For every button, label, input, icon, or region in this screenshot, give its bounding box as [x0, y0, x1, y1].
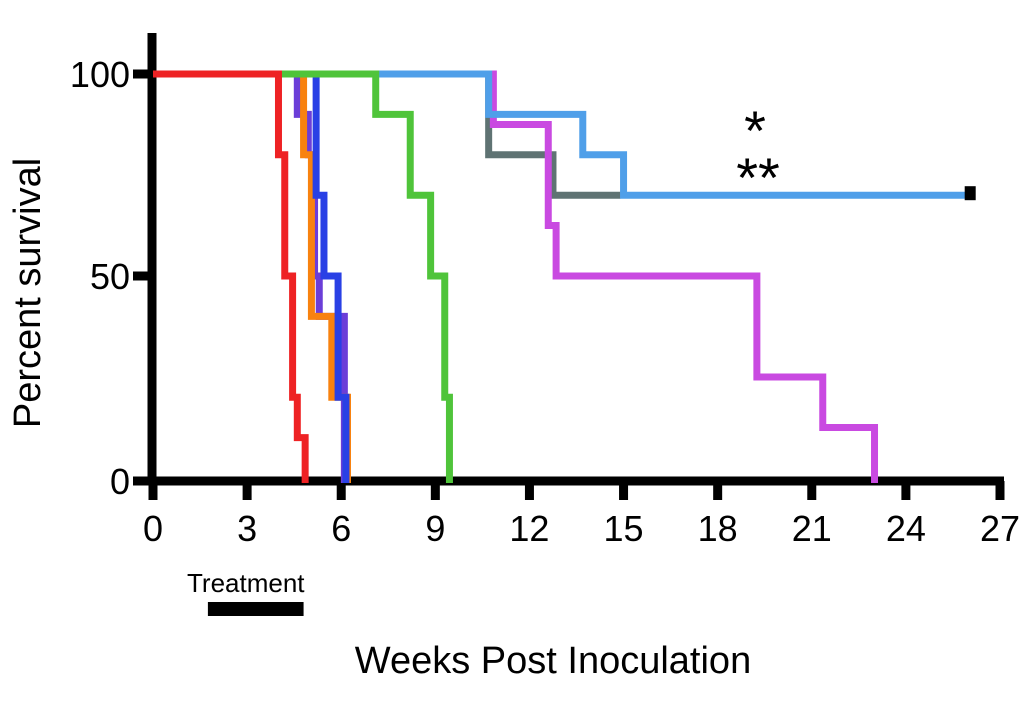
series-line-blue-group	[153, 70, 350, 483]
x-tick-label: 21	[792, 508, 832, 549]
y-axis-title: Percent survival	[7, 158, 49, 428]
x-tick-label: 24	[886, 508, 926, 549]
treatment-label: Treatment	[187, 568, 305, 598]
y-tick-label: 100	[70, 54, 130, 95]
treatment-bar	[207, 602, 304, 616]
censor-tick-skyblue-group	[964, 186, 976, 201]
significance-star-double: **	[736, 146, 780, 209]
y-tick-label: 0	[110, 461, 130, 502]
series-line-green-group	[153, 70, 453, 483]
x-tick-label: 9	[425, 508, 445, 549]
x-tick-label: 27	[980, 508, 1020, 549]
significance-star-single: *	[744, 99, 766, 162]
x-tick-label: 3	[237, 508, 257, 549]
x-axis-title: Weeks Post Inoculation	[355, 640, 751, 682]
series-line-red-group	[153, 70, 309, 483]
x-tick-label: 12	[509, 508, 549, 549]
x-tick-label: 18	[698, 508, 738, 549]
x-tick-label: 0	[143, 508, 163, 549]
series-line-skyblue-group	[153, 70, 972, 199]
y-tick-label: 50	[90, 256, 130, 297]
chart-root: 0 3 6 9 12 15 18 21 24 27 0 50 100	[70, 33, 1020, 616]
x-tick-label: 6	[331, 508, 351, 549]
x-tick-label: 15	[604, 508, 644, 549]
series-line-magenta-group	[153, 70, 879, 483]
